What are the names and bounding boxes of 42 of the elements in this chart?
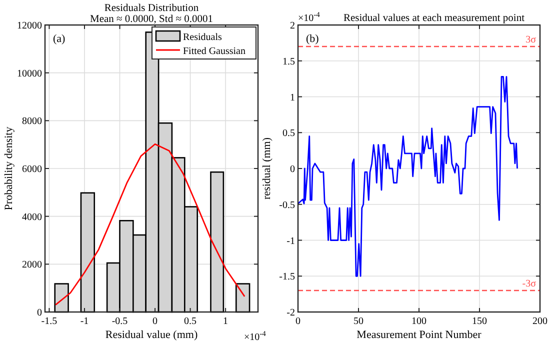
y-axis-title: Probability density bbox=[3, 126, 15, 210]
x-tick-label: 100 bbox=[412, 316, 426, 327]
y-axis-title: residual (mm) bbox=[261, 137, 273, 200]
y-tick-label: 4000 bbox=[22, 212, 42, 223]
line-series bbox=[297, 76, 518, 277]
x-tick-label: -1.5 bbox=[41, 316, 58, 327]
y-tick-label: 1.5 bbox=[282, 56, 295, 68]
y-tick-label: 6000 bbox=[22, 164, 42, 175]
y-tick-label: -1.5 bbox=[279, 272, 295, 283]
y-tick-label: 0 bbox=[37, 308, 42, 318]
x-axis-title: Measurement Point Number bbox=[356, 329, 482, 341]
x-tick-label: -1 bbox=[80, 316, 89, 327]
y-tick-label: 1 bbox=[290, 92, 295, 104]
x-tick-label: 0 bbox=[152, 316, 158, 327]
chart-subtitle: Mean ≈ 0.0000, Std ≈ 0.0001 bbox=[90, 14, 213, 25]
x-tick-label: 0.5 bbox=[184, 316, 197, 327]
y-tick-label: 2000 bbox=[22, 260, 42, 271]
y-tick-label: 0.5 bbox=[282, 128, 295, 140]
chart-title: Residuals Distribution bbox=[104, 3, 200, 14]
x-tick-label: -0.5 bbox=[112, 316, 128, 327]
legend-label: Fitted Gaussian bbox=[183, 46, 246, 57]
text: ×10$^{-4}$ bbox=[244, 328, 266, 343]
y-tick-label: 8000 bbox=[22, 116, 42, 128]
x-tick-label: 200 bbox=[532, 316, 548, 327]
chart-title: Residual values at each measurement point bbox=[343, 13, 525, 24]
legend-label: Residuals bbox=[183, 32, 222, 43]
ref-line-label: 3σ bbox=[526, 34, 537, 46]
y-tick-label: 12000 bbox=[17, 20, 42, 32]
y-tick-label: 0 bbox=[290, 164, 295, 175]
y-tick-label: 10000 bbox=[17, 68, 42, 80]
x-tick-label: 50 bbox=[354, 316, 364, 327]
y-tick-label: -1 bbox=[286, 236, 295, 247]
x-tick-label: 1 bbox=[223, 316, 228, 327]
text: ×10$^{-4}$ bbox=[298, 10, 320, 24]
y-tick-label: -2 bbox=[286, 308, 295, 318]
y-tick-label: 2 bbox=[290, 20, 295, 32]
x-tick-label: 150 bbox=[472, 316, 487, 327]
y-tick-label: -0.5 bbox=[279, 200, 295, 211]
annotation: (a) bbox=[53, 33, 66, 45]
ref-line-label: -3σ bbox=[522, 278, 537, 290]
x-axis-title: Residual value (mm) bbox=[105, 329, 198, 341]
annotation: (b) bbox=[306, 33, 320, 45]
